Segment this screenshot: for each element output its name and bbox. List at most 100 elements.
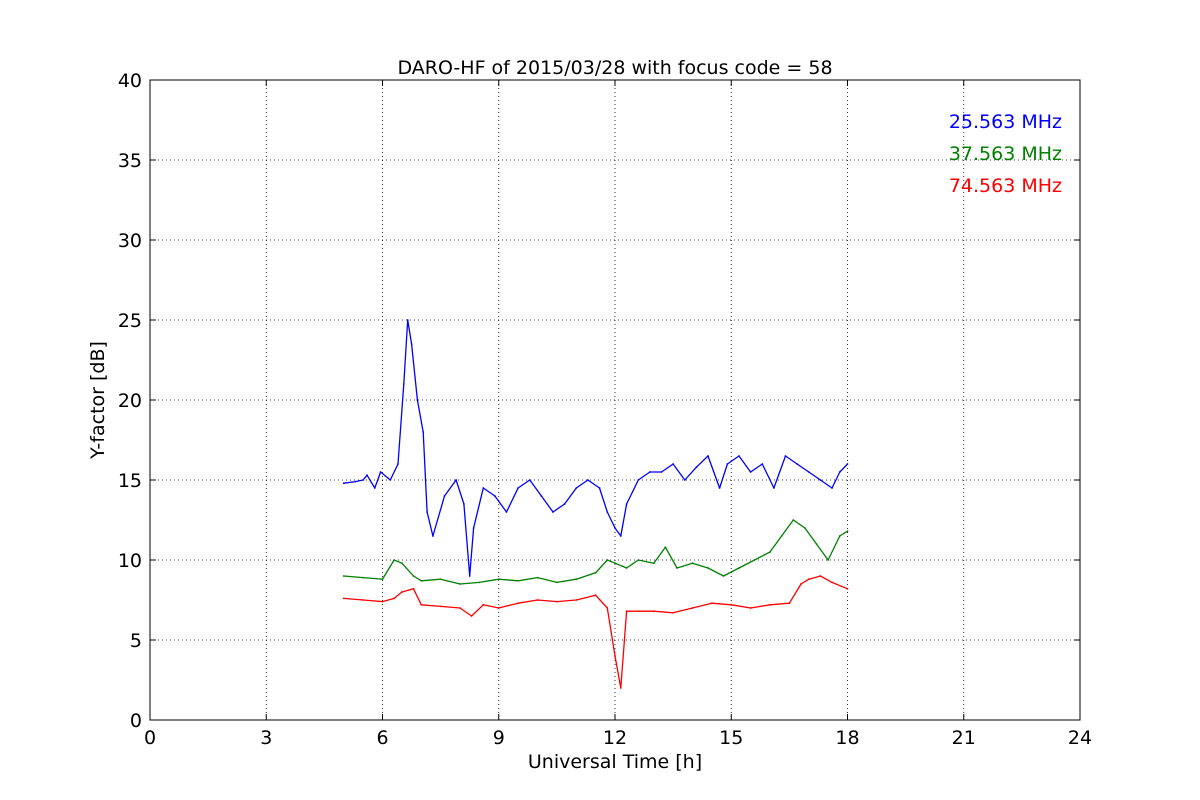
series-2-point [769, 551, 771, 553]
tick-layer: 0 3 6 9 12 15 18 21 24 0 5 10 15 20 25 30 35 40 [118, 70, 1092, 749]
series-3-point [459, 607, 461, 609]
y-axis-label: Y-factor [dB] [87, 341, 109, 460]
series-3-point [401, 591, 403, 593]
series-1-point [362, 479, 364, 481]
y-tick-label: 15 [118, 470, 142, 492]
series-3-point [393, 597, 395, 600]
series-1-point [575, 487, 578, 489]
legend-layer: 25.563 MHz 37.563 MHz 74.563 MHz [949, 111, 1062, 197]
series-1-point [625, 503, 628, 505]
series-2-point [691, 562, 694, 565]
series-1-point [422, 431, 425, 433]
series-3-point [517, 602, 519, 605]
series-1-point [463, 503, 465, 505]
series-2-point [838, 535, 841, 537]
series-2-point [707, 567, 709, 569]
series-1-point [455, 479, 457, 481]
series-1-point [619, 535, 622, 537]
series-1-point [406, 319, 409, 321]
series-1-point [819, 479, 822, 481]
series-2-point [362, 576, 364, 579]
series-1-point [838, 471, 841, 473]
series-1-point [718, 487, 721, 489]
series-1-point [614, 527, 616, 529]
series-2-point [846, 530, 849, 533]
x-tick-label: 0 [144, 727, 156, 749]
series-2-point [594, 571, 597, 574]
series-1-point [784, 455, 787, 457]
series-2-point [342, 575, 345, 577]
x-tick-label: 3 [260, 727, 272, 749]
x-tick-label: 12 [603, 727, 627, 749]
y-tick-label: 35 [118, 150, 142, 172]
series-1-point [410, 343, 413, 345]
series-1-point [416, 399, 419, 401]
series-1-point [807, 471, 810, 473]
series-1-point [389, 479, 392, 481]
series-3-point [412, 587, 415, 590]
chart-title: DARO-HF of 2015/03/28 with focus code = … [397, 57, 832, 79]
series-1-point [831, 487, 833, 489]
series-3-point [497, 607, 500, 609]
series-2-point [517, 579, 519, 582]
series-3-point [381, 600, 384, 603]
series-2-point [792, 519, 795, 521]
series-1-point [761, 463, 764, 465]
series-2-point [753, 559, 756, 561]
series-3-point [831, 581, 833, 584]
series-3-point [637, 610, 640, 613]
y-tick-label: 5 [130, 630, 142, 652]
x-axis-label: Universal Time [h] [528, 751, 702, 773]
series-3-point [606, 607, 609, 609]
series-1-point [354, 480, 357, 483]
series-3-point [362, 599, 364, 601]
series-3-point [342, 597, 345, 600]
series-2-point [401, 562, 403, 565]
series-1-point [695, 466, 698, 469]
series-2-point [412, 575, 415, 577]
series-2-point [625, 567, 628, 569]
series-2-point [676, 567, 678, 569]
series-3-point [691, 607, 694, 609]
series-1-point [598, 487, 601, 489]
series-1-point [379, 471, 382, 473]
series-2-point [827, 559, 829, 561]
series-1-point [366, 474, 368, 477]
series-3-point [819, 575, 822, 577]
series-2-point [652, 562, 655, 565]
y-tick-label: 20 [118, 390, 142, 412]
series-3-point [625, 610, 628, 613]
series-3-point [769, 603, 771, 606]
series-3-point [730, 603, 733, 606]
series-1-point [426, 511, 428, 513]
series-3-point [800, 583, 802, 585]
series-2-point [664, 546, 667, 549]
series-2-point [614, 562, 616, 565]
series-2-point [478, 581, 481, 584]
series-line-2 [343, 519, 848, 585]
series-1-point [796, 463, 798, 465]
series-1-point [505, 511, 508, 513]
y-tick-label: 25 [118, 310, 142, 332]
y-tick-label: 40 [118, 70, 142, 92]
series-2-point [556, 581, 558, 584]
series-1-point [606, 511, 609, 513]
x-tick-label: 6 [376, 727, 388, 749]
series-2-point [439, 578, 442, 581]
series-1-point [773, 487, 775, 489]
x-tick-label: 24 [1068, 727, 1092, 749]
series-1-point [587, 479, 589, 481]
series-1-point [494, 495, 496, 497]
series-3-point [536, 599, 539, 601]
series-3-point [482, 603, 485, 606]
series-1-point [373, 487, 376, 489]
series-1-point [683, 479, 686, 481]
series-2-point [381, 578, 384, 581]
series-1-point [563, 503, 566, 505]
series-3-point [594, 594, 597, 597]
x-tick-label: 9 [493, 727, 505, 749]
series-1-point [726, 463, 729, 465]
series-1-point [482, 487, 485, 489]
x-tick-label: 21 [952, 727, 976, 749]
series-1-point [432, 535, 434, 537]
